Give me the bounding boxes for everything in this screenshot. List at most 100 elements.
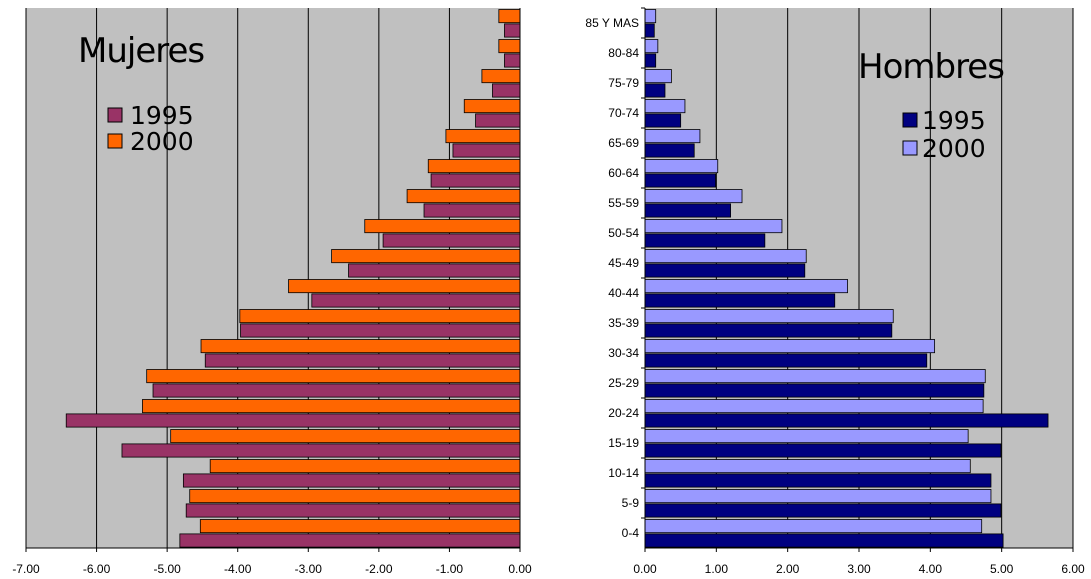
bar-1995-55-59	[644, 203, 731, 218]
category-label: 0-4	[622, 526, 640, 540]
x-tick-label: 1.00	[705, 562, 729, 576]
bar-2000-55-59	[644, 189, 743, 204]
bar-2000-85-y-mas	[644, 9, 657, 24]
bar-2000-10-14	[644, 459, 971, 474]
x-tick-label: -4.00	[224, 562, 252, 576]
bar-2000-80-84	[644, 39, 659, 54]
legend-label-1995: 1995	[922, 106, 986, 135]
category-label: 15-19	[608, 436, 639, 450]
bar-2000-50-54	[364, 219, 521, 234]
legend-swatch-2000	[107, 133, 123, 149]
bar-2000-65-69	[644, 129, 701, 144]
bar-1995-70-74	[644, 113, 682, 128]
bar-2000-10-14	[209, 459, 521, 474]
bar-1995-15-19	[121, 443, 521, 458]
bar-1995-0-4	[179, 533, 521, 548]
bar-1995-70-74	[475, 113, 521, 128]
bar-2000-0-4	[644, 519, 983, 534]
bar-2000-40-44	[644, 279, 848, 294]
chart-title: Mujeres	[78, 31, 204, 71]
bar-1995-50-54	[644, 233, 766, 248]
bar-1995-85-y-mas	[504, 23, 521, 38]
bar-1995-10-14	[644, 473, 992, 488]
bar-2000-45-49	[331, 249, 521, 264]
category-label: 40-44	[608, 286, 639, 300]
bar-1995-75-79	[492, 83, 521, 98]
bar-2000-20-24	[142, 399, 521, 414]
bar-2000-65-69	[445, 129, 521, 144]
category-label: 75-79	[608, 76, 639, 90]
x-tick-label: -7.00	[12, 562, 40, 576]
bar-1995-60-64	[430, 173, 521, 188]
bar-1995-40-44	[311, 293, 521, 308]
bar-2000-5-9	[644, 489, 992, 504]
x-tick-label: -6.00	[83, 562, 111, 576]
category-label: 35-39	[608, 316, 639, 330]
hombres-panel: 0.00 1.00 2.00 3.00 4.00 5.00 6.00 0-4 5-9 10-14 1…	[585, 7, 1085, 576]
category-label: 30-34	[608, 346, 639, 360]
bar-1995-45-49	[644, 263, 806, 278]
bar-2000-25-29	[644, 369, 986, 384]
bar-2000-75-79	[644, 69, 672, 84]
bar-1995-40-44	[644, 293, 836, 308]
bar-1995-30-34	[204, 353, 521, 368]
bar-2000-60-64	[644, 159, 719, 174]
bar-1995-65-69	[644, 143, 695, 158]
category-label: 70-74	[608, 106, 639, 120]
chart-title: Hombres	[858, 47, 1004, 87]
legend-label-2000: 2000	[130, 127, 194, 156]
bar-2000-80-84	[498, 39, 521, 54]
bar-1995-65-69	[452, 143, 521, 158]
bar-1995-35-39	[240, 323, 521, 338]
bar-1995-35-39	[644, 323, 893, 338]
category-label: 55-59	[608, 196, 639, 210]
bar-1995-20-24	[65, 413, 521, 428]
bar-1995-10-14	[182, 473, 521, 488]
mujeres-panel: -7.00 -6.00 -5.00 -4.00 -3.00 -2.00 -1.00 0.00 M…	[12, 8, 532, 576]
bar-1995-25-29	[644, 383, 985, 398]
x-tick-label: -2.00	[365, 562, 393, 576]
x-tick-label: -1.00	[436, 562, 464, 576]
bar-1995-20-24	[644, 413, 1049, 428]
bar-2000-45-49	[644, 249, 807, 264]
category-label: 80-84	[608, 46, 639, 60]
bar-2000-15-19	[644, 429, 969, 444]
x-tick-label: 2.00	[776, 562, 800, 576]
bar-1995-80-84	[644, 53, 657, 68]
x-tick-label: 0.00	[508, 562, 532, 576]
bar-1995-60-64	[644, 173, 717, 188]
category-label: 20-24	[608, 406, 639, 420]
bar-2000-30-34	[644, 339, 936, 354]
bar-1995-80-84	[504, 53, 521, 68]
bar-1995-15-19	[644, 443, 1002, 458]
plot-area	[26, 8, 520, 548]
bar-1995-5-9	[644, 503, 1002, 518]
bar-2000-70-74	[463, 99, 521, 114]
bar-1995-55-59	[423, 203, 521, 218]
legend-label-2000: 2000	[922, 134, 986, 163]
category-label: 5-9	[622, 496, 640, 510]
bar-2000-50-54	[644, 219, 783, 234]
bar-2000-35-39	[644, 309, 894, 324]
bar-2000-55-59	[406, 189, 521, 204]
bar-2000-60-64	[427, 159, 521, 174]
category-label: 85 Y MAS	[585, 16, 639, 30]
bar-2000-75-79	[481, 69, 521, 84]
legend-swatch-1995	[902, 112, 918, 128]
legend-label-1995: 1995	[130, 101, 194, 130]
category-label: 25-29	[608, 376, 639, 390]
category-label: 10-14	[608, 466, 639, 480]
category-label: 50-54	[608, 226, 639, 240]
category-label: 65-69	[608, 136, 639, 150]
category-label: 45-49	[608, 256, 639, 270]
bar-2000-0-4	[199, 519, 521, 534]
bar-2000-70-74	[644, 99, 686, 114]
bar-1995-0-4	[644, 533, 1004, 548]
bar-1995-45-49	[348, 263, 521, 278]
legend-swatch-1995	[107, 107, 123, 123]
bar-1995-25-29	[152, 383, 521, 398]
bar-1995-30-34	[644, 353, 928, 368]
bar-2000-35-39	[239, 309, 521, 324]
bar-1995-50-54	[382, 233, 521, 248]
